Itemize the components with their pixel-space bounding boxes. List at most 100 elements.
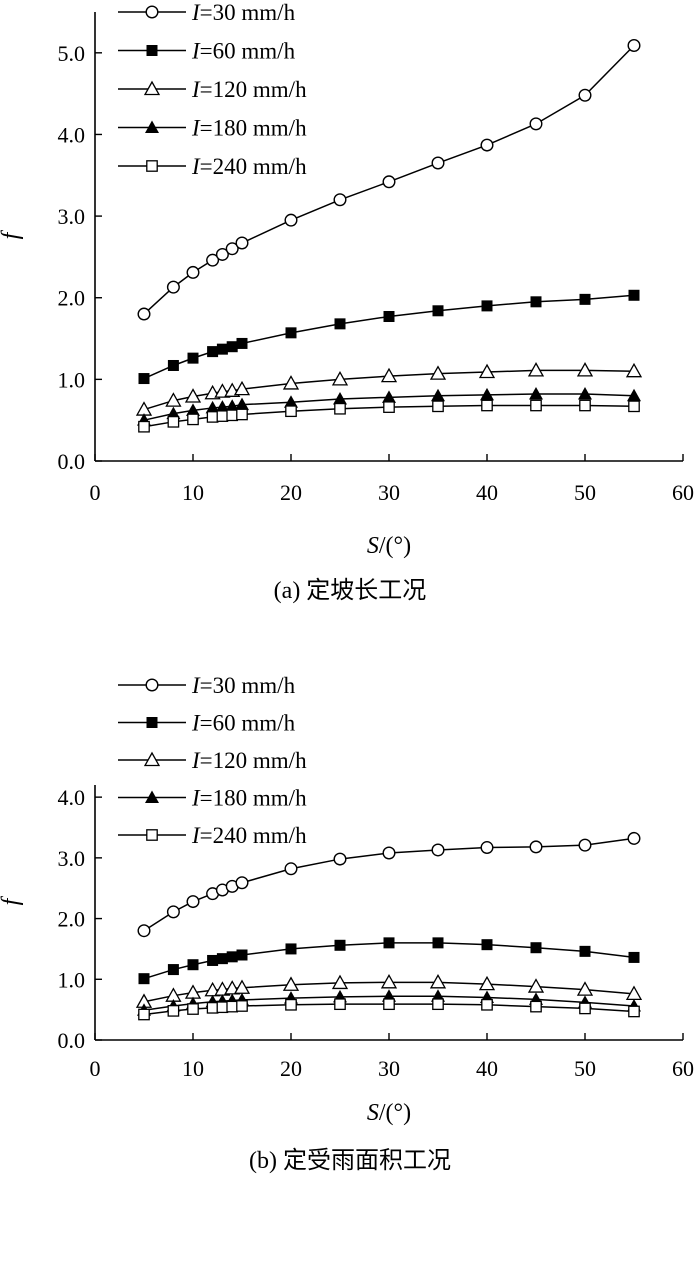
data-point xyxy=(285,327,297,339)
data-point xyxy=(186,403,200,416)
data-point xyxy=(627,388,641,402)
data-point xyxy=(383,401,395,413)
data-point xyxy=(284,395,298,408)
legend-item: I=180 mm/h xyxy=(118,786,307,811)
data-point xyxy=(628,951,640,963)
y-axis-title: f xyxy=(0,229,24,239)
data-point xyxy=(186,895,200,909)
y-axis-title: f xyxy=(0,895,24,905)
series-line xyxy=(143,294,635,380)
y-tick-label: 2.0 xyxy=(58,907,86,932)
x-tick-label: 60 xyxy=(672,1056,694,1081)
data-point xyxy=(216,343,228,355)
x-tick-label: 50 xyxy=(574,1056,596,1081)
data-point xyxy=(236,408,248,421)
x-tick-label: 10 xyxy=(182,480,204,505)
data-point xyxy=(333,391,347,405)
data-point xyxy=(627,38,641,52)
legend-item: I=240 mm/h xyxy=(118,823,307,848)
series-3 xyxy=(135,362,643,416)
data-point xyxy=(628,1005,640,1018)
data-point xyxy=(235,236,249,250)
x-tick-label: 10 xyxy=(182,1056,204,1081)
data-point xyxy=(530,399,542,412)
y-tick-label: 0.0 xyxy=(58,1028,86,1053)
data-point xyxy=(382,846,396,860)
legend-label: I=180 mm/h xyxy=(191,786,307,811)
data-point xyxy=(284,862,298,876)
data-point xyxy=(579,945,591,957)
data-point xyxy=(226,951,238,963)
data-point xyxy=(478,363,496,379)
legend-label: I=240 mm/h xyxy=(191,154,307,179)
data-point xyxy=(215,247,229,261)
legend-marker xyxy=(146,160,158,172)
x-tick-label: 30 xyxy=(378,1056,400,1081)
y-tick-label: 1.0 xyxy=(58,367,86,392)
series-1 xyxy=(137,38,641,321)
data-point xyxy=(529,387,543,400)
data-point xyxy=(383,937,395,949)
data-point xyxy=(334,939,346,951)
legend-label: I=60 mm/h xyxy=(191,39,296,64)
x-axis-title: S/(°) xyxy=(367,1100,411,1126)
data-point xyxy=(138,973,150,985)
x-tick-label: 40 xyxy=(476,1056,498,1081)
y-tick-label: 3.0 xyxy=(58,846,86,871)
y-tick-label: 4.0 xyxy=(58,785,86,810)
data-point xyxy=(216,1001,229,1014)
data-point xyxy=(334,318,346,330)
series-2 xyxy=(138,289,640,385)
panel-b: 0.0 1.0 2.0 3.0 4.0 0 10 20 30 40 50 60 S/(°) f I=30 m… xyxy=(0,673,694,1174)
data-point xyxy=(481,399,493,412)
data-point xyxy=(215,400,230,413)
data-point xyxy=(628,289,640,301)
data-point xyxy=(383,998,395,1011)
data-point xyxy=(331,371,349,386)
data-point xyxy=(432,937,444,949)
data-point xyxy=(207,954,219,966)
data-point xyxy=(216,410,229,422)
legend-label: I=180 mm/h xyxy=(191,116,307,141)
data-point xyxy=(380,367,398,383)
data-point xyxy=(481,998,493,1011)
data-point xyxy=(627,831,641,845)
data-point xyxy=(233,380,251,396)
legend-marker xyxy=(145,120,159,133)
data-point xyxy=(205,400,220,414)
data-point xyxy=(187,413,199,426)
legend-item: I=60 mm/h xyxy=(118,711,296,736)
legend-label: I=30 mm/h xyxy=(191,673,296,698)
data-point xyxy=(235,397,249,411)
panel-caption: (a) 定坡长工况 xyxy=(274,577,427,604)
x-tick-label: 20 xyxy=(280,480,302,505)
data-point xyxy=(184,388,202,403)
data-point xyxy=(236,1000,248,1012)
legend-item: I=240 mm/h xyxy=(118,154,307,179)
data-point xyxy=(284,213,298,227)
x-tick-label: 60 xyxy=(672,480,694,505)
data-point xyxy=(235,876,249,890)
legend-marker xyxy=(145,790,159,803)
data-point xyxy=(431,843,445,857)
y-tick-label: 5.0 xyxy=(58,41,86,66)
y-tick-label: 3.0 xyxy=(58,204,86,229)
data-point xyxy=(236,337,248,349)
x-axis-title: S/(°) xyxy=(367,533,411,559)
series-5 xyxy=(138,998,640,1021)
data-point xyxy=(167,964,179,976)
data-point xyxy=(431,388,445,402)
series-2 xyxy=(138,937,640,985)
data-point xyxy=(529,840,543,854)
y-tick-label: 2.0 xyxy=(58,286,86,311)
data-point xyxy=(579,293,591,305)
data-point xyxy=(530,942,542,954)
x-tick-label: 20 xyxy=(280,1056,302,1081)
data-point xyxy=(578,838,592,852)
data-point xyxy=(579,1002,591,1015)
y-tick-label: 4.0 xyxy=(58,122,86,147)
data-point xyxy=(206,1001,219,1014)
data-point xyxy=(226,1000,239,1013)
data-point xyxy=(333,852,347,866)
data-point xyxy=(138,420,150,433)
